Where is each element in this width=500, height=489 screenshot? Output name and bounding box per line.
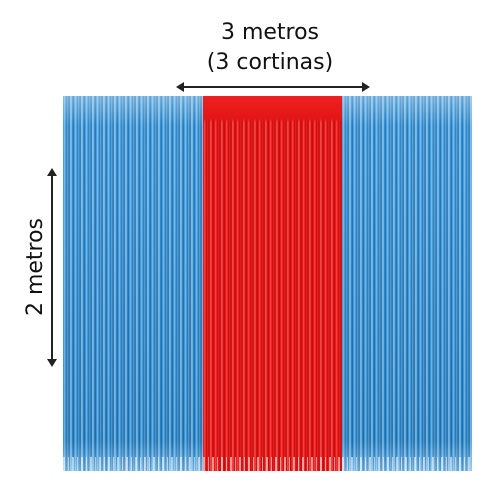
curtain-center-red (203, 96, 343, 471)
width-curtain-count-text: (3 cortinas) (206, 50, 334, 75)
width-arrow-icon (176, 82, 370, 92)
width-measure-text: 3 metros (220, 20, 320, 45)
curtain-left-blue (63, 96, 204, 471)
height-arrow-icon (47, 168, 57, 367)
fringe-bottom (342, 457, 472, 471)
height-label: 2 metros (23, 217, 48, 317)
width-label: 3 metros (3 cortinas) (170, 18, 370, 78)
fringe-bottom (203, 457, 343, 471)
curtain-right-blue (342, 96, 472, 471)
fringe-bottom (63, 457, 204, 471)
